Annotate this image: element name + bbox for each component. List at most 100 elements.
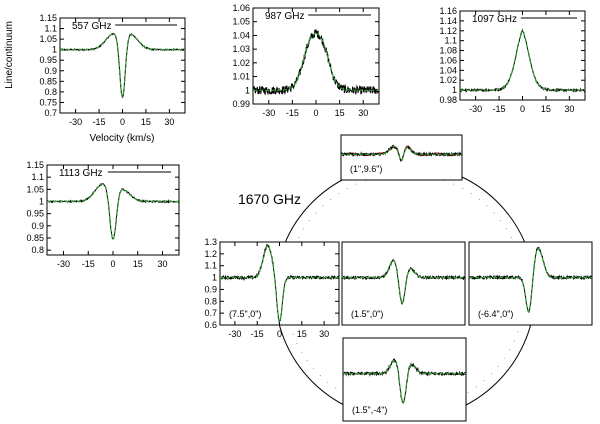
model-line xyxy=(341,145,462,162)
observed-spectrum-line xyxy=(253,29,379,96)
offset-label: (1.5",-4") xyxy=(352,405,387,415)
y-tick-label: 0.9 xyxy=(44,66,57,76)
model-line xyxy=(47,183,179,241)
plot-frame xyxy=(59,17,186,114)
y-tick-label: 0.7 xyxy=(204,308,217,318)
model-line xyxy=(60,33,185,98)
x-tick-label: -30 xyxy=(228,329,241,339)
x-tick-label: 0 xyxy=(110,259,115,269)
y-tick-label: 1.15 xyxy=(26,160,44,170)
y-tick-label: 1 xyxy=(52,45,57,55)
plot-frame xyxy=(468,241,593,326)
y-tick-label: 1.14 xyxy=(439,16,457,26)
offset-label: (1.5",0") xyxy=(351,309,383,319)
legend-label: 557 GHz xyxy=(72,21,111,32)
y-tick-label: 1.04 xyxy=(232,30,250,40)
y-tick-label: 1.06 xyxy=(439,55,457,65)
x-tick-label: 0 xyxy=(120,117,125,127)
y-tick-label: 1.08 xyxy=(439,46,457,56)
x-tick-label: 15 xyxy=(141,117,151,127)
x-tick-label: -15 xyxy=(251,329,264,339)
y-tick-label: 0.9 xyxy=(204,284,217,294)
model-line xyxy=(253,32,379,91)
section-label-1670: 1670 GHz xyxy=(238,191,301,207)
y-tick-label: 0.99 xyxy=(232,99,250,109)
x-tick-label: -15 xyxy=(286,108,299,118)
y-tick-label: 0.8 xyxy=(204,296,217,306)
y-axis-label: Line/continuum xyxy=(4,21,15,89)
x-tick-label: 30 xyxy=(564,104,574,114)
y-tick-label: 0.8 xyxy=(44,87,57,97)
model-line xyxy=(342,260,465,304)
y-tick-label: 1.02 xyxy=(439,75,457,85)
x-tick-label: 0 xyxy=(520,104,525,114)
y-tick-label: 1.3 xyxy=(204,237,217,247)
y-tick-label: 0.6 xyxy=(204,320,217,330)
x-tick-label: 0 xyxy=(277,329,282,339)
plot-frame xyxy=(342,337,467,422)
x-tick-label: 15 xyxy=(335,108,345,118)
x-tick-label: 15 xyxy=(541,104,551,114)
plot-frame xyxy=(46,164,180,256)
y-tick-label: 1 xyxy=(39,196,44,206)
legend-label: 987 GHz xyxy=(265,11,304,22)
offset-label: (7.5",0") xyxy=(229,309,261,319)
spectrum-panel-987: -30 -15 0 15 30 0.99 1 1.01 1.02 1.03 1.04 1.05 1.06… xyxy=(232,3,380,118)
y-tick-label: 0.7 xyxy=(44,108,57,118)
x-tick-label: -15 xyxy=(493,104,506,114)
model-line xyxy=(343,359,466,404)
offset-label: (1",9.6") xyxy=(350,164,382,174)
x-tick-label: 30 xyxy=(319,329,329,339)
x-tick-label: 15 xyxy=(133,259,143,269)
y-tick-label: 1.06 xyxy=(232,3,250,13)
y-tick-label: 1 xyxy=(452,85,457,95)
y-tick-label: 0.9 xyxy=(31,221,44,231)
plot-frame xyxy=(341,241,466,326)
y-tick-label: 1.1 xyxy=(44,24,57,34)
y-tick-label: 1.02 xyxy=(232,58,250,68)
y-tick-label: 1.1 xyxy=(31,172,44,182)
spectrum-panel-557: -30 -15 0 15 300.70.750.80.850.90.9511.051.1… xyxy=(39,13,186,127)
y-tick-label: 1.05 xyxy=(26,184,44,194)
y-tick-label: 1.05 xyxy=(232,17,250,27)
spectrum-panel-1670-m6p4-0: (-6.4",0") xyxy=(468,241,593,326)
x-tick-label: 0 xyxy=(313,108,318,118)
spectrum-panel-1097: -30 -15 0 15 300.9811.021.041.061.081.11.121… xyxy=(439,6,586,114)
x-tick-label: -30 xyxy=(57,259,70,269)
y-tick-label: 1.15 xyxy=(39,13,57,23)
spectrum-panel-1113: -30 -15 0 15 30 0.8 0.85 0.9 0.95 1 1.05 1.1 1.15 111… xyxy=(26,160,180,269)
y-tick-label: 0.85 xyxy=(26,233,44,243)
y-tick-label: 1.01 xyxy=(232,72,250,82)
y-tick-label: 0.95 xyxy=(39,55,57,65)
legend-label: 1113 GHz xyxy=(59,168,103,179)
offset-label: (-6.4",0") xyxy=(478,309,513,319)
x-axis-label: Velocity (km/s) xyxy=(89,133,154,144)
y-tick-label: 0.95 xyxy=(26,209,44,219)
x-tick-label: -30 xyxy=(262,108,275,118)
y-tick-label: 1.12 xyxy=(439,26,457,36)
y-tick-label: 0.85 xyxy=(39,76,57,86)
spectrum-panel-1670-1p5-0: (1.5",0") xyxy=(341,241,466,326)
y-tick-label: 1 xyxy=(212,273,217,283)
x-tick-label: 30 xyxy=(164,117,174,127)
x-tick-label: 15 xyxy=(297,329,307,339)
y-tick-label: 1.2 xyxy=(204,249,217,259)
y-tick-label: 1 xyxy=(245,85,250,95)
y-tick-label: 1.04 xyxy=(439,65,457,75)
spectrum-panel-1670-1-9p6: (1",9.6") xyxy=(340,134,463,181)
y-tick-label: 0.75 xyxy=(39,97,57,107)
x-tick-label: 30 xyxy=(358,108,368,118)
y-tick-label: 1.16 xyxy=(439,6,457,16)
x-tick-label: -15 xyxy=(82,259,95,269)
y-tick-label: 0.8 xyxy=(31,245,44,255)
model-line xyxy=(460,28,585,91)
y-tick-label: 1.03 xyxy=(232,44,250,54)
x-tick-label: -30 xyxy=(469,104,482,114)
y-tick-label: 0.98 xyxy=(439,95,457,105)
spectrum-panel-1670-7p5-0: -30 -15 0 15 30 0.6 0.7 0.8 0.91 1.1 1.2 1.3 (7.5",0… xyxy=(204,237,340,339)
plot-frame xyxy=(340,134,463,181)
y-tick-label: 1.1 xyxy=(204,261,217,271)
x-tick-label: -30 xyxy=(69,117,82,127)
x-tick-label: -15 xyxy=(93,117,106,127)
